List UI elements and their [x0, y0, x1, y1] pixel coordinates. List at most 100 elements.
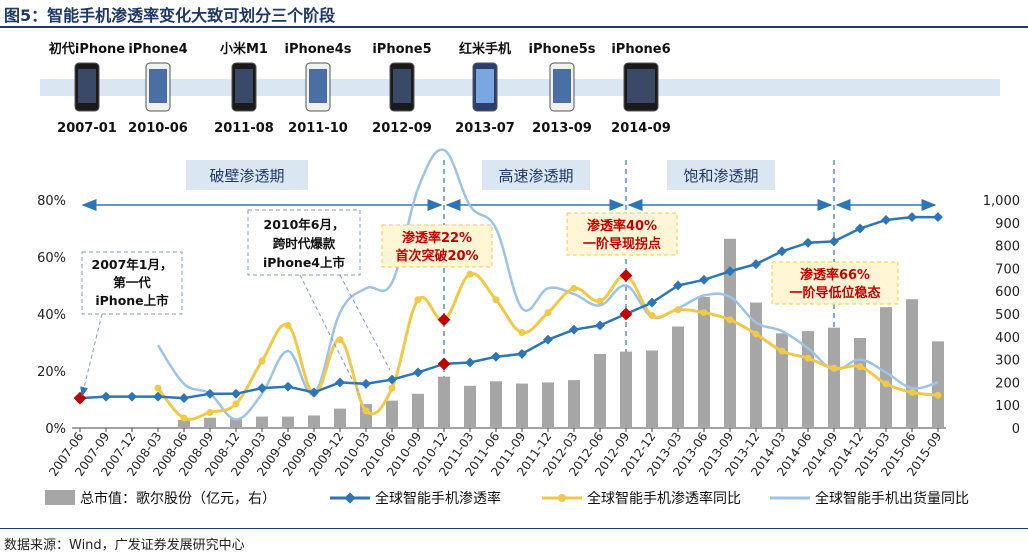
annotation-a3-line: 首次突破20%: [395, 248, 478, 264]
title-rule: [0, 26, 1028, 28]
bar: [594, 353, 606, 428]
penetration-point: [491, 351, 501, 362]
yoy-point: [466, 270, 474, 278]
bar: [542, 382, 554, 428]
yoy-point: [778, 347, 786, 355]
yoy-point: [804, 354, 812, 362]
annotation-a3-line: 渗透率22%: [402, 230, 472, 246]
bar: [880, 307, 892, 428]
right-tick-label: 300: [995, 354, 1020, 369]
penetration-point: [205, 388, 215, 399]
phone-name: 红米手机: [459, 41, 511, 57]
highlight-point: [619, 307, 633, 321]
yoy-point: [934, 391, 942, 399]
bar: [412, 393, 424, 428]
right-tick-label: 100: [995, 399, 1020, 414]
yoy-point: [518, 329, 526, 337]
chart: 初代iPhone 2007-01 iPhone4 2010-06 小米M1 2011-08…: [37, 41, 1020, 507]
legend-label-0: 总市值：歌尔股份（亿元，右）: [80, 490, 276, 507]
bar: [256, 416, 268, 428]
phone-name: iPhone4s: [284, 42, 351, 57]
phase-label-1: 高速渗透期: [498, 167, 573, 185]
penetration-point: [231, 388, 241, 399]
legend-marker: [558, 494, 566, 502]
yoy-point: [180, 414, 188, 422]
bar: [282, 416, 294, 428]
penetration-point: [647, 297, 657, 308]
bar: [776, 333, 788, 428]
phone-0: 初代iPhone 2007-01: [49, 41, 125, 136]
phase-box-0: [186, 160, 308, 190]
penetration-point: [569, 324, 579, 335]
right-tick-label: 400: [995, 331, 1020, 346]
yoy-point: [336, 336, 344, 344]
penetration-point: [465, 357, 475, 368]
series-line-1: [79, 215, 938, 400]
phone-date: 2011-08: [214, 121, 274, 136]
phone-screen: [78, 69, 96, 103]
legend-label-2: 全球智能手机渗透率同比: [587, 490, 741, 507]
penetration-point: [543, 334, 553, 345]
yoy-point: [154, 384, 162, 392]
legend-label-3: 全球智能手机出货量同比: [815, 490, 969, 507]
bar: [490, 381, 502, 428]
yoy-point: [674, 306, 682, 314]
phone-name: iPhone6: [611, 42, 670, 57]
annotation-a2-line: 跨时代爆款: [273, 236, 336, 251]
penetration-point: [777, 246, 787, 257]
phone-screen: [393, 69, 411, 103]
left-tick-label: 60%: [37, 251, 66, 266]
annotation-box-a5: [771, 261, 899, 305]
yoy-point: [206, 408, 214, 416]
left-tick-label: 0%: [45, 422, 66, 437]
phone-4: iPhone5 2012-09: [372, 42, 432, 136]
bar: [230, 418, 242, 428]
penetration-point: [335, 377, 345, 388]
right-tick-label: 900: [995, 217, 1020, 232]
phone-screen: [476, 69, 494, 103]
right-tick-label: 800: [995, 240, 1020, 255]
phone-1: iPhone4 2010-06: [128, 42, 188, 136]
phase-box-1: [482, 160, 590, 190]
phone-name: iPhone5s: [528, 42, 595, 57]
penetration-point: [855, 223, 865, 234]
bar: [386, 400, 398, 428]
highlight-point: [437, 313, 451, 327]
penetration-point: [101, 391, 111, 402]
penetration-point: [517, 348, 527, 359]
annotation-box-a2: [247, 209, 361, 276]
yoy-point: [830, 364, 838, 372]
bar: [724, 238, 736, 428]
highlight-point: [73, 391, 87, 405]
annotation-leader-a2: [339, 274, 391, 371]
bar: [620, 351, 632, 428]
phase-label-2: 饱和渗透期: [683, 167, 758, 185]
annotation-box-a4: [566, 212, 678, 256]
penetration-point: [309, 387, 319, 398]
penetration-point: [933, 212, 943, 223]
bar: [438, 376, 450, 428]
phone-name: 小米M1: [220, 41, 268, 57]
annotation-a4-line: 渗透率40%: [587, 218, 657, 234]
annotation-a2-line: 2010年6月，: [264, 217, 345, 232]
series-line-3: [156, 148, 939, 421]
penetration-point: [413, 367, 423, 378]
right-tick-label: 0: [1012, 422, 1020, 437]
yoy-point: [726, 316, 734, 324]
penetration-point: [881, 215, 891, 225]
yoy-point: [700, 309, 708, 317]
right-tick-label: 700: [995, 262, 1020, 277]
penetration-point: [751, 259, 761, 270]
annotation-a4-line: 一阶导现拐点: [583, 236, 661, 252]
yoy-point: [492, 296, 500, 304]
yoy-point: [596, 297, 604, 305]
annotation-a1-line: 第一代: [113, 275, 151, 290]
bar: [568, 380, 580, 428]
penetration-point: [283, 381, 293, 392]
penetration-point: [673, 280, 683, 291]
annotation-a5-line: 渗透率66%: [800, 267, 870, 283]
penetration-point: [153, 391, 163, 402]
phone-name: iPhone5: [372, 42, 431, 57]
yoy-point: [232, 400, 240, 408]
bar: [828, 327, 840, 428]
